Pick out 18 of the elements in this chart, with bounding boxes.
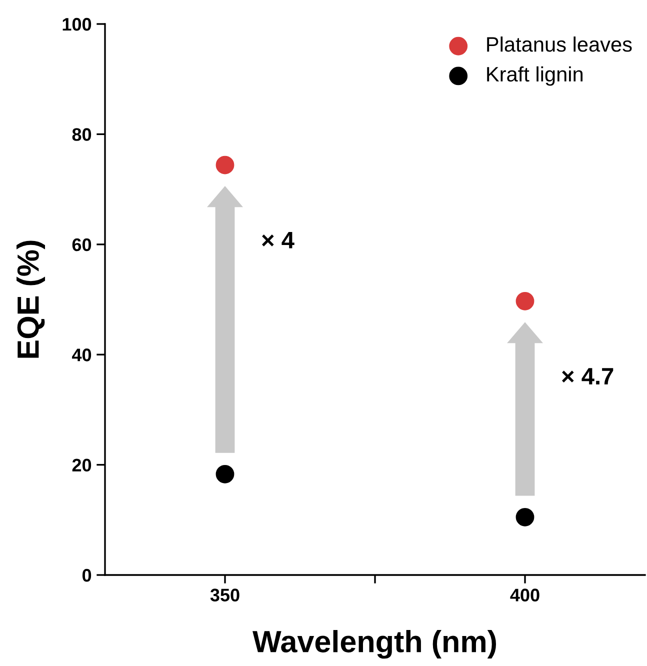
x-axis-title: Wavelength (nm)	[252, 630, 496, 659]
annotation: × 4.7	[562, 368, 614, 384]
y-tick-label: 60	[72, 238, 92, 252]
annotation: × 4	[262, 232, 294, 248]
x-tick-label: 400	[510, 588, 540, 602]
legend-label: Platanus leaves	[487, 36, 632, 52]
y-tick-label: 40	[72, 348, 92, 362]
y-axis-title: EQE (%)	[16, 240, 46, 358]
y-tick-label: 80	[72, 128, 92, 141]
y-tick-label: 100	[62, 18, 92, 31]
y-tick-label: 20	[72, 458, 92, 472]
point	[216, 464, 234, 484]
x-tick-label: 350	[210, 588, 240, 602]
point	[216, 156, 234, 174]
point	[516, 508, 534, 526]
legend-label: Kraft lignin	[487, 66, 582, 86]
point	[516, 292, 534, 310]
y-tick-label: 0	[82, 568, 92, 582]
